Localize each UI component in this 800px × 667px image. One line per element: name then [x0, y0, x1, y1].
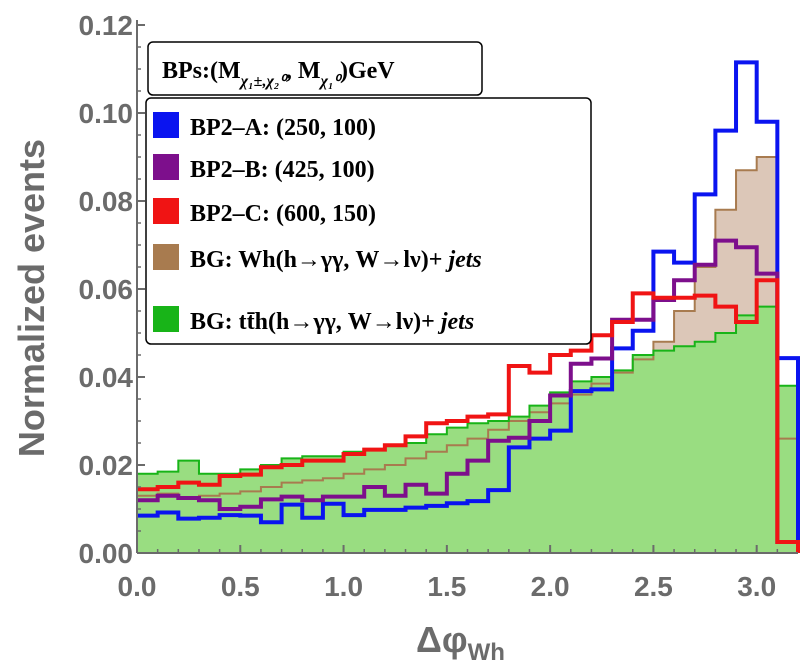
legend-label-text: BG: Wh(h→γγ, W→lν)+ — [190, 247, 448, 273]
x-tick-label: 1.0 — [324, 571, 363, 602]
y-tick-label: 0.10 — [79, 98, 134, 129]
series-outline-3 — [137, 156, 798, 499]
series-line-1 — [137, 238, 800, 553]
y-tick-label: 0.06 — [79, 274, 134, 305]
legend-header-prefix: BPs:(M — [162, 58, 241, 84]
legend-label-italic: jets — [437, 309, 474, 335]
y-tick-label: 0.00 — [79, 538, 134, 569]
legend-label-text: BP2–C: (600, 150) — [190, 201, 376, 227]
y-tick-label: 0.02 — [79, 450, 134, 481]
legend-label-4: BG: tt̄h(h→γγ, W→lν)+ jets — [190, 309, 474, 335]
legend-header: BPs:(Mχ₁±,χ₂⁰, Mχ₁⁰)GeV — [147, 41, 483, 96]
legend-header-box — [147, 41, 483, 96]
legend-swatch-4 — [153, 306, 179, 332]
legend: BP2–A: (250, 100) BP2–B: (425, 100) BP2–C:… — [145, 97, 592, 345]
x-tick-label: 1.5 — [427, 571, 466, 602]
legend-swatch-1 — [153, 154, 179, 180]
legend-label-2: BP2–C: (600, 150) — [190, 201, 376, 227]
legend-label-text: BP2–A: (250, 100) — [190, 115, 376, 141]
x-axis-label: ΔφWh — [416, 619, 505, 666]
x-tick-label: 3.0 — [737, 571, 776, 602]
legend-swatch-3 — [153, 244, 179, 270]
legend-swatch-2 — [153, 198, 179, 224]
axes: 0.0 0.5 1.0 1.5 2.0 2.5 3.0 0.00 0.02 0.04 0.06 0.0… — [79, 10, 798, 602]
x-axis-label-subscript: Wh — [468, 639, 505, 666]
y-tick-label: 0.04 — [79, 362, 134, 393]
legend-header-sub1: χ₁±,χ₂⁰ — [239, 73, 289, 90]
series-line-2 — [137, 278, 800, 553]
legend-header-text: BPs:(Mχ₁±,χ₂⁰, Mχ₁⁰)GeV — [162, 58, 395, 90]
y-axis-label: Normalized events — [11, 139, 52, 457]
legend-header-sub2: χ₁⁰ — [319, 73, 343, 90]
legend-swatch-0 — [153, 112, 179, 138]
y-tick-label: 0.12 — [79, 10, 134, 41]
y-tick-label: 0.08 — [79, 186, 134, 217]
x-tick-label: 0.5 — [221, 571, 260, 602]
legend-box — [145, 97, 592, 345]
x-tick-label: 0.0 — [118, 571, 157, 602]
legend-label-italic: jets — [444, 247, 481, 273]
legend-entries: BP2–A: (250, 100) BP2–B: (425, 100) BP2–C:… — [153, 112, 482, 335]
series-lines — [137, 60, 800, 553]
x-tick-label: 2.0 — [531, 571, 570, 602]
legend-label-text: BP2–B: (425, 100) — [190, 157, 375, 183]
legend-label-1: BP2–B: (425, 100) — [190, 157, 375, 183]
legend-header-suffix: )GeV — [340, 58, 395, 84]
legend-header-mid: , M — [286, 58, 321, 84]
legend-label-3: BG: Wh(h→γγ, W→lν)+ jets — [190, 247, 482, 273]
legend-label-text: BG: tt̄h(h→γγ, W→lν)+ — [190, 309, 441, 335]
x-tick-label: 2.5 — [634, 571, 673, 602]
legend-label-0: BP2–A: (250, 100) — [190, 115, 376, 141]
x-axis-label-main: Δφ — [416, 619, 468, 660]
series-line-0 — [137, 60, 800, 553]
